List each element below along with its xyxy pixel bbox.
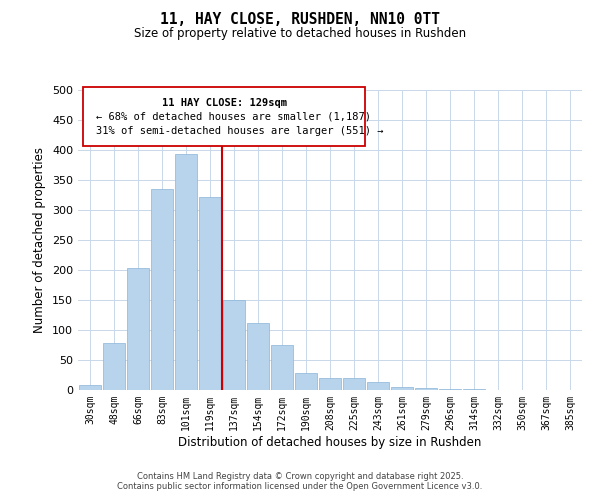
Bar [391,387,413,390]
Bar [295,372,317,390]
Text: 11, HAY CLOSE, RUSHDEN, NN10 0TT: 11, HAY CLOSE, RUSHDEN, NN10 0TT [160,12,440,28]
Bar [103,342,125,390]
Bar [175,154,197,390]
Text: 31% of semi-detached houses are larger (551) →: 31% of semi-detached houses are larger (… [95,126,383,136]
FancyBboxPatch shape [83,87,365,146]
Text: ← 68% of detached houses are smaller (1,187): ← 68% of detached houses are smaller (1,… [95,112,371,122]
Bar [223,300,245,390]
Bar [367,382,389,390]
Bar [271,345,293,390]
Bar [247,324,269,390]
Bar [199,197,221,390]
Bar [79,385,101,390]
Bar [343,378,365,390]
Text: Contains HM Land Registry data © Crown copyright and database right 2025.: Contains HM Land Registry data © Crown c… [137,472,463,481]
Y-axis label: Number of detached properties: Number of detached properties [34,147,46,333]
X-axis label: Distribution of detached houses by size in Rushden: Distribution of detached houses by size … [178,436,482,448]
Text: Contains public sector information licensed under the Open Government Licence v3: Contains public sector information licen… [118,482,482,491]
Text: 11 HAY CLOSE: 129sqm: 11 HAY CLOSE: 129sqm [161,98,287,108]
Bar [415,388,437,390]
Bar [127,268,149,390]
Bar [151,189,173,390]
Text: Size of property relative to detached houses in Rushden: Size of property relative to detached ho… [134,28,466,40]
Bar [319,378,341,390]
